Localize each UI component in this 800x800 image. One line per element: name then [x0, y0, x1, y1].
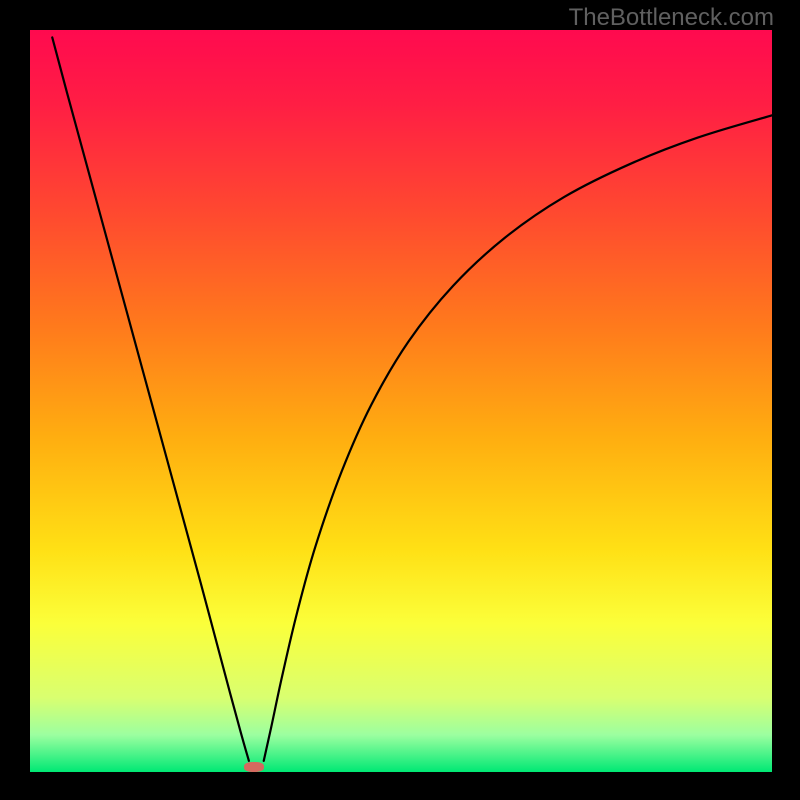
watermark-text: TheBottleneck.com [569, 4, 774, 32]
plot-area [30, 30, 772, 772]
curve-left-branch [52, 37, 249, 760]
curve-right-branch [264, 115, 772, 761]
chart-frame: TheBottleneck.com [0, 0, 800, 800]
minimum-marker [244, 762, 263, 772]
bottleneck-curve [30, 30, 772, 772]
